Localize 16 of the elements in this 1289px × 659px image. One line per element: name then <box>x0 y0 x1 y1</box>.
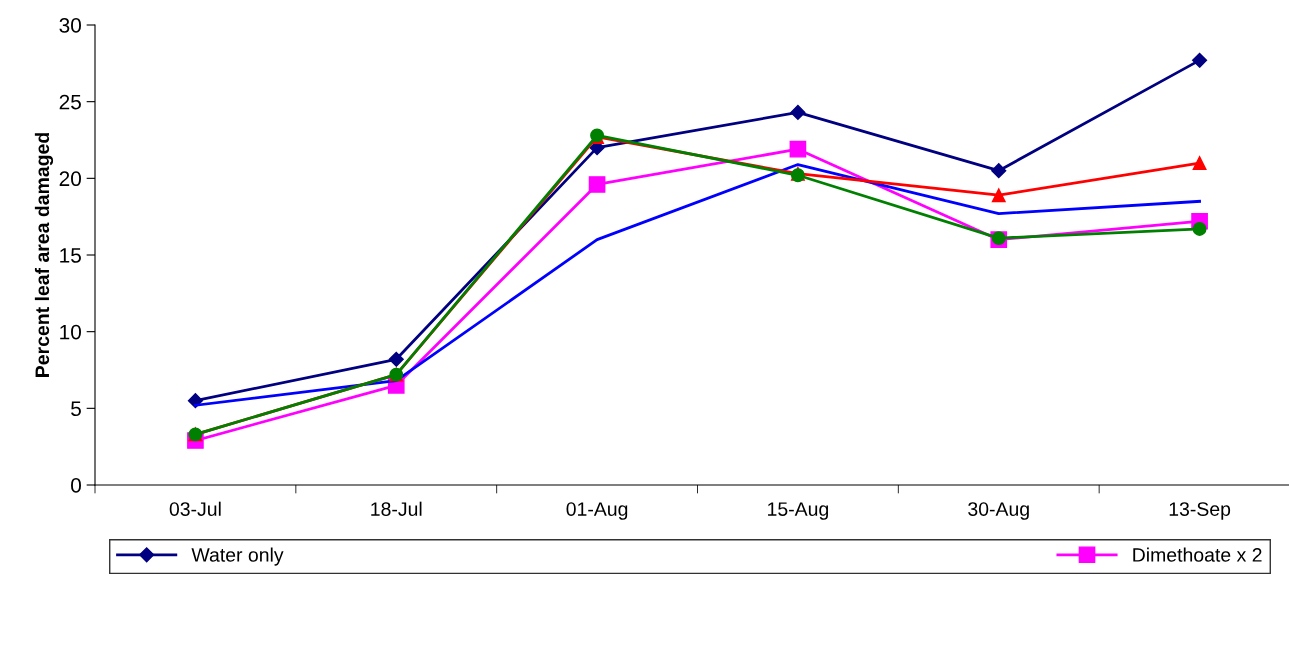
y-tick-label: 0 <box>71 478 81 493</box>
y-tick-label: 20 <box>59 171 81 187</box>
y-tick-label: 15 <box>60 248 81 263</box>
x-tick-label: 03-Jul <box>169 501 221 516</box>
x-tick-label: 13-Sep <box>1169 502 1231 520</box>
y-tick-label: 10 <box>60 324 81 340</box>
y-tick-label: 30 <box>59 18 81 33</box>
x-tick-label: 30-Aug <box>968 502 1029 520</box>
x-tick-label: 18-Jul <box>371 501 422 516</box>
y-tick-label: 25 <box>59 94 81 110</box>
y-axis-title: Percent leaf area damaged <box>34 133 54 377</box>
x-tick-label: 15-Aug <box>768 502 829 520</box>
legend-label: Dimethoate x 2 <box>1133 547 1262 562</box>
x-tick-label: 01-Aug <box>566 502 628 520</box>
legend-label: Water only <box>191 547 284 566</box>
y-tick-label: 5 <box>71 401 81 417</box>
